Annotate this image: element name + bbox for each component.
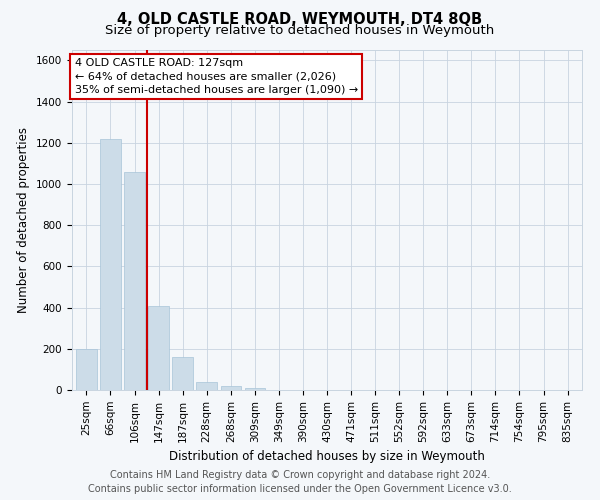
Bar xyxy=(76,349,97,390)
Text: 4 OLD CASTLE ROAD: 127sqm
← 64% of detached houses are smaller (2,026)
35% of se: 4 OLD CASTLE ROAD: 127sqm ← 64% of detac… xyxy=(74,58,358,95)
Text: Contains HM Land Registry data © Crown copyright and database right 2024.
Contai: Contains HM Land Registry data © Crown c… xyxy=(88,470,512,494)
Text: Size of property relative to detached houses in Weymouth: Size of property relative to detached ho… xyxy=(106,24,494,37)
Bar xyxy=(172,357,193,390)
Text: 4, OLD CASTLE ROAD, WEYMOUTH, DT4 8QB: 4, OLD CASTLE ROAD, WEYMOUTH, DT4 8QB xyxy=(118,12,482,28)
Bar xyxy=(221,386,241,390)
Bar xyxy=(245,388,265,390)
Bar xyxy=(100,138,121,390)
Bar xyxy=(124,172,145,390)
X-axis label: Distribution of detached houses by size in Weymouth: Distribution of detached houses by size … xyxy=(169,450,485,463)
Bar xyxy=(196,382,217,390)
Bar xyxy=(148,306,169,390)
Y-axis label: Number of detached properties: Number of detached properties xyxy=(17,127,31,313)
